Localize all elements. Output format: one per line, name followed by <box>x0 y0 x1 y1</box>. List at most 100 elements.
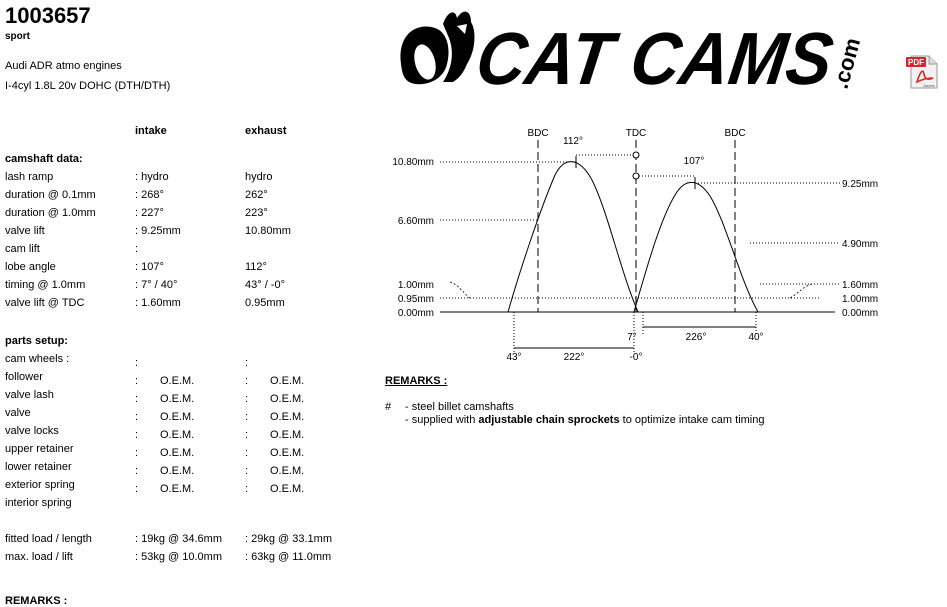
engine-code: I-4cyl 1.8L 20v DOHC (DTH/DTH) <box>5 80 171 92</box>
intake-lift-curve <box>633 181 759 313</box>
lift-label-right-5: 0.00mm <box>842 308 878 319</box>
lift-label-right-1: 9.25mm <box>842 179 878 190</box>
parts-setup-row: upper retainer: O.E.M.: O.E.M. <box>5 443 365 459</box>
row-label: lash ramp <box>5 171 54 183</box>
row-label: lower retainer <box>5 461 72 473</box>
cat-cams-logo[interactable]: CAT CAMS .com <box>397 4 877 94</box>
row-label: duration @ 1.0mm <box>5 207 96 219</box>
row-label: valve lift @ TDC <box>5 297 85 309</box>
lift-label-left-5: 0.00mm <box>398 308 434 319</box>
intake-colon: : <box>135 465 139 477</box>
exhaust-lift-curve <box>507 161 639 313</box>
row-label: follower <box>5 371 43 383</box>
parts-setup-row: valve locks: O.E.M.: O.E.M. <box>5 425 365 441</box>
pdf-icon[interactable]: PDF Adobe <box>905 54 939 90</box>
parts-setup-row: interior spring <box>5 497 365 513</box>
row-label: timing @ 1.0mm <box>5 279 86 291</box>
exhaust-peak-label: 112° <box>563 136 583 147</box>
camshaft-data-row: valve lift : 9.25mm 10.80mm <box>5 225 365 241</box>
parts-setup-row: follower: O.E.M.: O.E.M. <box>5 371 365 387</box>
row-label: upper retainer <box>5 443 74 455</box>
timing-label-226: 226° <box>686 332 707 343</box>
remark-line-2: - supplied with adjustable chain sprocke… <box>405 414 765 426</box>
lift-label-right-4: 1.00mm <box>842 294 878 305</box>
intake-value: : 268° <box>135 189 164 201</box>
parts-setup-row: cam wheels ::: <box>5 353 365 369</box>
exhaust-colon: : <box>245 375 249 387</box>
exhaust-colon: : <box>245 465 249 477</box>
intake-value: : 53kg @ 10.0mm <box>135 551 222 563</box>
svg-text:Adobe: Adobe <box>923 83 935 88</box>
exhaust-colon: : <box>245 447 249 459</box>
camshaft-data-row: timing @ 1.0mm: 7° / 40° 43° / -0° <box>5 279 365 295</box>
exhaust-value: 43° / -0° <box>245 279 285 291</box>
intake-value: O.E.M. <box>160 411 195 423</box>
camshaft-data-heading: camshaft data: <box>5 153 83 165</box>
row-label: valve <box>5 407 31 419</box>
spring-load-row: max. load / lift: 53kg @ 10.0mm: 63kg @ … <box>5 551 365 567</box>
row-label: valve lash <box>5 389 54 401</box>
intake-value: O.E.M. <box>160 447 195 459</box>
exhaust-colon: : <box>245 429 249 441</box>
variant-label: sport <box>5 31 30 42</box>
timing-label-43: 43° <box>506 352 521 363</box>
intake-value: : 1.60mm <box>135 297 181 309</box>
intake-value: O.E.M. <box>160 393 195 405</box>
parts-setup-row: lower retainer: O.E.M.: O.E.M. <box>5 461 365 477</box>
exhaust-value: O.E.M. <box>270 375 305 387</box>
intake-colon: : <box>135 429 139 441</box>
intake-colon: : <box>135 483 139 495</box>
lift-label-left-4: 0.95mm <box>398 294 434 305</box>
camshaft-data-row: lobe angle : 107° 112° <box>5 261 365 277</box>
intake-value: : 9.25mm <box>135 225 181 237</box>
row-label: valve lift <box>5 225 45 237</box>
lift-label-left-2: 6.60mm <box>398 216 434 227</box>
intake-colon: : <box>135 447 139 459</box>
exhaust-value: 10.80mm <box>245 225 291 237</box>
intake-value: : 227° <box>135 207 164 219</box>
intake-value: : hydro <box>135 171 169 183</box>
column-header-row: intake exhaust <box>5 125 365 141</box>
lift-label-left-1: 10.80mm <box>392 157 434 168</box>
engine-application: Audi ADR atmo engines <box>5 60 122 72</box>
row-label: cam lift <box>5 243 40 255</box>
exhaust-value: O.E.M. <box>270 483 305 495</box>
intake-peak-label: 107° <box>684 156 705 167</box>
row-label: fitted load / length <box>5 533 92 545</box>
bottom-remarks-heading: REMARKS : <box>5 595 68 607</box>
intake-colon: : <box>135 393 139 405</box>
svg-text:PDF: PDF <box>908 58 924 67</box>
logo-text: CAT CAMS <box>472 17 839 94</box>
exhaust-colon: : <box>245 483 249 495</box>
exhaust-value: O.E.M. <box>270 465 305 477</box>
marker-bdc-left: BDC <box>527 128 548 139</box>
row-label: exterior spring <box>5 479 75 491</box>
parts-setup-row: valve: O.E.M.: O.E.M. <box>5 407 365 423</box>
marker-tdc: TDC <box>626 128 647 139</box>
exhaust-value: 112° <box>245 261 267 273</box>
intake-value: O.E.M. <box>160 465 195 477</box>
exhaust-value: 223° <box>245 207 268 219</box>
remarks-bullet: # <box>385 401 392 413</box>
intake-colon: : <box>135 357 139 369</box>
remark-highlight: adjustable chain sprockets <box>478 414 620 426</box>
exhaust-value: hydro <box>245 171 273 183</box>
camshaft-data-section: camshaft data: <box>5 153 365 169</box>
exhaust-value: 262° <box>245 189 268 201</box>
parts-setup-section: parts setup: <box>5 335 365 351</box>
remarks-heading: REMARKS : <box>385 375 448 387</box>
timing-label-40: 40° <box>748 332 763 343</box>
intake-value: : 107° <box>135 261 164 273</box>
exhaust-value: : 29kg @ 33.1mm <box>245 533 332 545</box>
part-number: 1003657 <box>5 3 91 28</box>
lift-label-left-3: 1.00mm <box>398 280 434 291</box>
exhaust-colon: : <box>245 393 249 405</box>
row-label: lobe angle <box>5 261 56 273</box>
exhaust-column-header: exhaust <box>245 125 287 137</box>
exhaust-value: : 63kg @ 11.0mm <box>245 551 332 563</box>
lift-label-right-3: 1.60mm <box>842 280 878 291</box>
timing-label-7: 7° <box>627 332 637 343</box>
exhaust-colon: : <box>245 411 249 423</box>
exhaust-value: O.E.M. <box>270 411 305 423</box>
intake-value: : <box>135 243 139 255</box>
